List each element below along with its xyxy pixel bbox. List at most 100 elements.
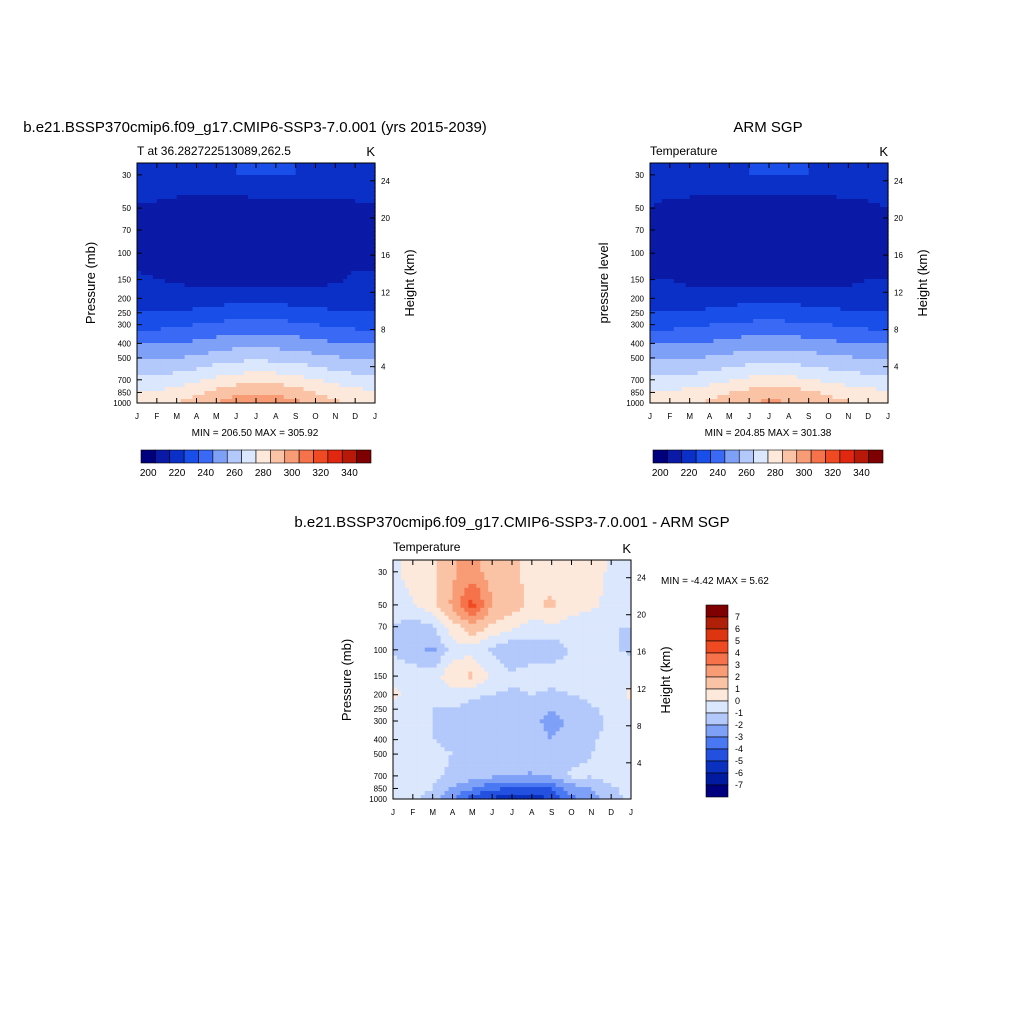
contour-cell bbox=[323, 175, 328, 180]
contour-cell bbox=[184, 231, 190, 236]
contour-cell bbox=[311, 163, 317, 168]
contour-cell bbox=[212, 367, 217, 372]
contour-cell bbox=[263, 399, 269, 404]
contour-cell bbox=[351, 275, 356, 280]
contour-cell bbox=[367, 239, 372, 244]
contour-cell bbox=[323, 375, 328, 380]
contour-cell bbox=[279, 259, 285, 264]
contour-cell bbox=[371, 299, 376, 304]
contour-cell bbox=[192, 171, 198, 176]
contour-cell bbox=[252, 183, 257, 188]
contour-cell bbox=[212, 383, 217, 388]
contour-cell bbox=[824, 231, 830, 236]
contour-cell bbox=[212, 335, 217, 340]
contour-cell bbox=[765, 179, 770, 184]
contour-cell bbox=[812, 179, 818, 184]
contour-cell bbox=[180, 211, 186, 216]
contour-cell bbox=[248, 315, 253, 320]
contour-cell bbox=[884, 239, 889, 244]
contour-cell bbox=[156, 303, 162, 308]
contour-cell bbox=[812, 211, 818, 216]
contour-cell bbox=[259, 227, 265, 232]
contour-cell bbox=[677, 187, 683, 192]
contour-cell bbox=[184, 363, 190, 368]
contour-cell bbox=[653, 187, 659, 192]
contour-cell bbox=[156, 331, 162, 336]
contour-cell bbox=[208, 287, 213, 292]
contour-cell bbox=[307, 331, 313, 336]
contour-cell bbox=[836, 219, 841, 224]
contour-cell bbox=[216, 355, 221, 360]
contour-cell bbox=[339, 295, 344, 300]
contour-cell bbox=[303, 343, 309, 348]
contour-cell bbox=[204, 339, 209, 344]
contour-cell bbox=[339, 319, 344, 324]
contour-cell bbox=[140, 327, 146, 332]
contour-cell bbox=[772, 167, 778, 172]
contour-cell bbox=[709, 223, 715, 228]
contour-cell bbox=[757, 207, 762, 212]
contour-cell bbox=[769, 191, 774, 196]
contour-cell bbox=[216, 363, 221, 368]
contour-cell bbox=[152, 263, 158, 268]
contour-cell bbox=[279, 223, 285, 228]
contour-cell bbox=[283, 215, 289, 220]
contour-cell bbox=[271, 239, 277, 244]
contour-cell bbox=[784, 215, 790, 220]
contour-cell bbox=[351, 175, 356, 180]
contour-cell bbox=[673, 195, 679, 200]
contour-cell bbox=[733, 223, 738, 228]
contour-cell bbox=[335, 303, 340, 308]
colorbar-swatch bbox=[327, 449, 343, 464]
contour-cell bbox=[287, 363, 293, 368]
contour-cell bbox=[236, 231, 241, 236]
contour-cell bbox=[267, 283, 273, 288]
contour-cell bbox=[271, 303, 277, 308]
contour-cell bbox=[263, 387, 269, 392]
contour-cell bbox=[196, 295, 202, 300]
contour-cell bbox=[279, 195, 285, 200]
contour-cell bbox=[792, 235, 798, 240]
contour-cell bbox=[335, 211, 340, 216]
contour-cell bbox=[267, 195, 273, 200]
contour-cell bbox=[208, 227, 213, 232]
contour-cell bbox=[749, 183, 754, 188]
contour-cell bbox=[307, 223, 313, 228]
contour-cell bbox=[788, 227, 794, 232]
contour-cell bbox=[279, 303, 285, 308]
contour-cell bbox=[188, 327, 194, 332]
contour-cell bbox=[331, 175, 336, 180]
contour-cell bbox=[156, 199, 162, 204]
contour-cell bbox=[168, 255, 174, 260]
contour-cell bbox=[148, 239, 154, 244]
contour-cell bbox=[212, 299, 217, 304]
contour-cell bbox=[196, 323, 202, 328]
contour-cell bbox=[244, 287, 249, 292]
contour-cell bbox=[192, 183, 198, 188]
contour-cell bbox=[240, 223, 245, 228]
contour-cell bbox=[315, 315, 321, 320]
contour-cell bbox=[275, 335, 281, 340]
contour-cell bbox=[367, 211, 372, 216]
contour-cell bbox=[371, 383, 376, 388]
contour-cell bbox=[709, 171, 715, 176]
contour-cell bbox=[208, 303, 213, 308]
contour-cell bbox=[816, 203, 822, 208]
contour-cell bbox=[303, 371, 309, 376]
contour-cell bbox=[367, 171, 372, 176]
contour-cell bbox=[144, 359, 150, 364]
contour-cell bbox=[244, 371, 249, 376]
contour-cell bbox=[271, 267, 277, 272]
contour-cell bbox=[252, 363, 257, 368]
contour-cell bbox=[232, 203, 237, 208]
contour-cell bbox=[323, 167, 328, 172]
contour-cell bbox=[200, 175, 206, 180]
contour-cell bbox=[267, 247, 273, 252]
contour-cell bbox=[204, 311, 209, 316]
contour-cell bbox=[291, 351, 297, 356]
contour-cell bbox=[840, 211, 845, 216]
contour-cell bbox=[236, 379, 241, 384]
contour-cell bbox=[291, 331, 297, 336]
contour-cell bbox=[160, 355, 166, 360]
contour-cell bbox=[808, 187, 814, 192]
